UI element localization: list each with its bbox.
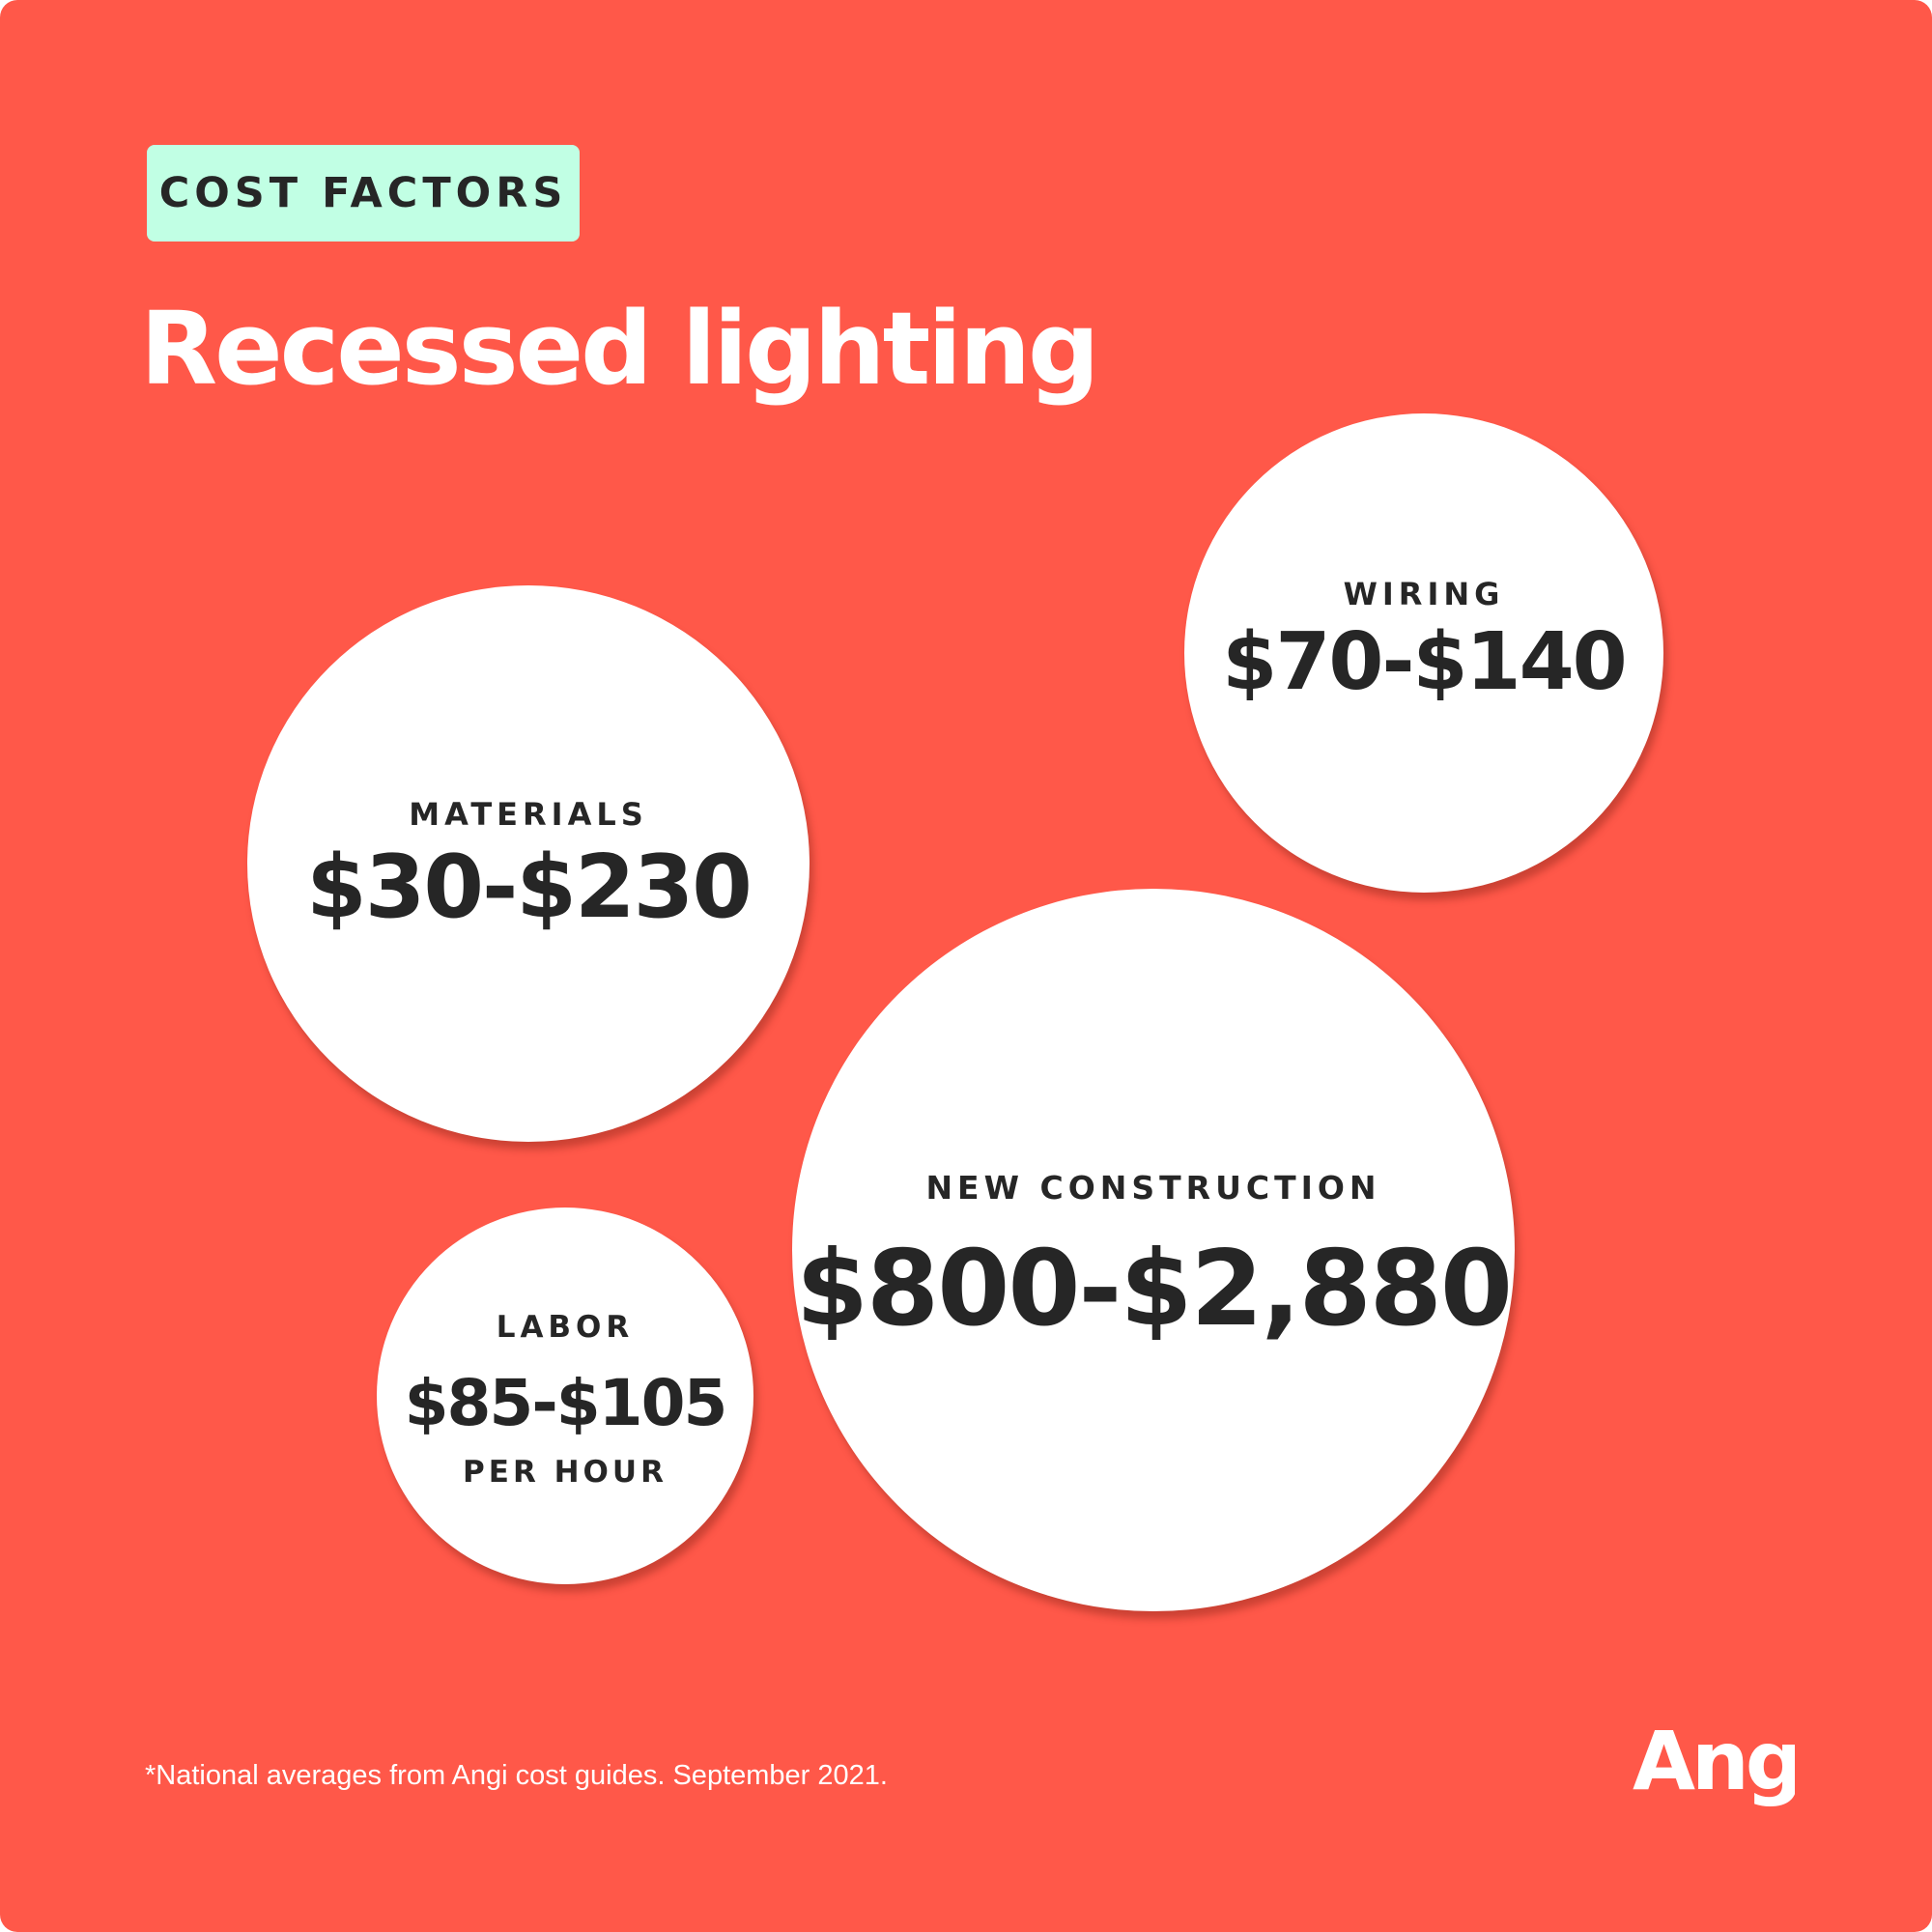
new-construction-cost-bubble: NEW CONSTRUCTION $800-$2,880: [792, 889, 1515, 1611]
wiring-label: WIRING: [1343, 576, 1505, 612]
wiring-cost-value: $70-$140: [1222, 616, 1627, 708]
materials-cost-bubble: MATERIALS $30-$230: [247, 585, 810, 1142]
labor-cost-value: $85-$105: [404, 1366, 728, 1440]
source-footnote: *National averages from Angi cost guides…: [145, 1760, 888, 1791]
angi-logo: Angi: [1633, 1714, 1795, 1808]
labor-unit: PER HOUR: [463, 1455, 668, 1490]
labor-label: LABOR: [496, 1310, 635, 1345]
wiring-cost-bubble: WIRING $70-$140: [1184, 413, 1663, 893]
angi-logo-text: Angi: [1633, 1714, 1795, 1808]
new-construction-label: NEW CONSTRUCTION: [925, 1169, 1381, 1207]
new-construction-cost-value: $800-$2,880: [795, 1229, 1513, 1350]
page-title: Recessed lighting: [140, 290, 1099, 408]
labor-cost-bubble: LABOR $85-$105 PER HOUR: [377, 1208, 753, 1584]
materials-label: MATERIALS: [409, 796, 648, 833]
materials-cost-value: $30-$230: [306, 837, 753, 938]
category-tag: COST FACTORS: [147, 145, 580, 242]
